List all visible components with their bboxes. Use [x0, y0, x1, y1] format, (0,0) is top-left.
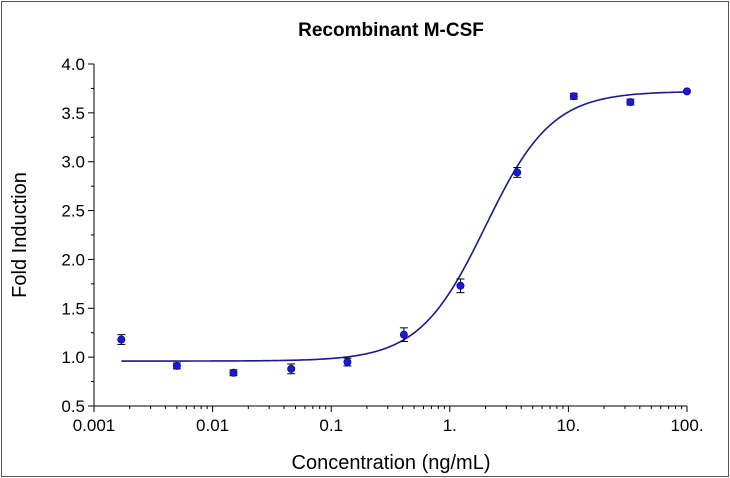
data-point: [569, 92, 578, 101]
data-point: [117, 335, 126, 344]
data-point-group: [399, 327, 408, 343]
data-point-group: [456, 278, 465, 294]
data-point-group: [513, 167, 522, 178]
data-point-group: [626, 98, 635, 107]
data-point: [229, 368, 238, 377]
data-point-group: [287, 363, 296, 375]
data-point-group: [229, 368, 238, 377]
y-tick-label: 3.5: [61, 104, 85, 123]
y-tick-label: 2.0: [61, 250, 85, 269]
data-point-group: [343, 357, 352, 367]
data-points-group: [117, 87, 692, 377]
y-tick-label: 1.5: [61, 299, 85, 318]
x-tick-label: 0.01: [196, 416, 229, 435]
x-axis-label: Concentration (ng/mL): [292, 452, 491, 474]
fit-curve-group: [121, 91, 688, 362]
data-point-group: [683, 87, 692, 96]
y-tick-label: 0.5: [61, 397, 85, 416]
x-tick-label: 0.001: [73, 416, 116, 435]
y-axis-label: Fold Induction: [9, 172, 31, 298]
axes: 0.5 1.0 1.5 2.0 2.5 3.0 3.5 4.0 0.001 0.01 0.1 1. 10…: [61, 55, 703, 435]
data-point: [456, 281, 465, 290]
chart-title: Recombinant M-CSF: [298, 20, 484, 41]
data-point: [343, 358, 352, 367]
data-point: [172, 361, 181, 370]
fit-curve: [121, 91, 688, 362]
data-point: [399, 330, 408, 339]
y-tick-label: 3.0: [61, 153, 85, 172]
y-tick-label: 2.5: [61, 202, 85, 221]
data-point-group: [117, 334, 126, 345]
x-tick-label: 1.: [443, 416, 457, 435]
data-point: [683, 87, 692, 96]
x-tick-label: 10.: [557, 416, 581, 435]
data-point-group: [569, 92, 578, 101]
data-point-group: [172, 361, 181, 370]
x-tick-label: 0.1: [319, 416, 343, 435]
x-tick-label: 100.: [670, 416, 703, 435]
y-tick-label: 1.0: [61, 348, 85, 367]
y-tick-label: 4.0: [61, 55, 85, 74]
data-point: [626, 98, 635, 107]
data-point: [287, 364, 296, 373]
data-point: [513, 168, 522, 177]
